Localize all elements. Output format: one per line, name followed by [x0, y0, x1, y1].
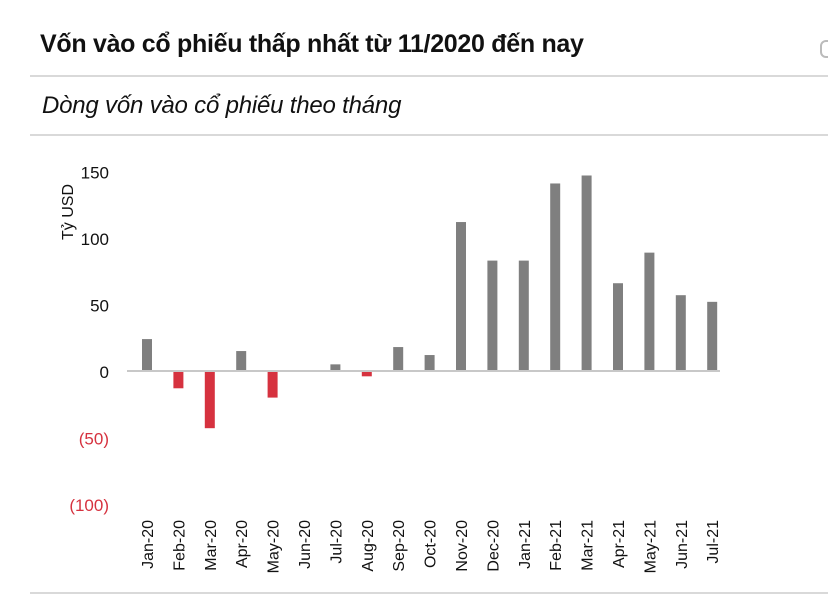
y-tick-label: (50) [79, 430, 109, 449]
y-axis-label: Tỷ USD [60, 184, 77, 240]
x-tick-label: Mar-21 [580, 520, 597, 571]
edge-control-icon [820, 40, 828, 58]
bar [550, 183, 561, 371]
x-tick-label: May-20 [266, 520, 283, 573]
bar [330, 364, 341, 371]
x-tick-label: Jul-21 [705, 520, 722, 564]
y-tick-label: 150 [81, 164, 109, 183]
bar-series [142, 175, 718, 429]
x-axis-ticks: Jan-20 Feb-20 Mar-20 Apr-20 May-20 Jun-20 Jul-… [140, 520, 722, 573]
bar [644, 252, 655, 371]
y-tick-label: 100 [81, 230, 109, 249]
bar [204, 371, 215, 429]
bar [393, 347, 404, 371]
x-tick-label: Jan-21 [517, 520, 534, 569]
bar [707, 301, 718, 371]
bar [361, 371, 372, 377]
title-divider [30, 75, 828, 77]
x-tick-label: Dec-20 [485, 520, 502, 572]
x-tick-label: Aug-20 [360, 520, 377, 572]
x-tick-label: Mar-20 [203, 520, 220, 571]
x-tick-label: Feb-21 [548, 520, 565, 571]
y-tick-label: 50 [90, 297, 109, 316]
bar [236, 351, 247, 371]
bottom-divider [30, 592, 828, 594]
x-tick-label: Nov-20 [454, 520, 471, 572]
chart-subtitle: Dòng vốn vào cổ phiếu theo tháng [42, 92, 402, 119]
x-tick-label: Jun-20 [297, 520, 314, 569]
bar [518, 260, 529, 371]
x-tick-label: Apr-21 [611, 520, 628, 568]
bar [424, 355, 435, 371]
subtitle-divider [30, 134, 828, 136]
y-tick-label: (100) [69, 496, 109, 515]
x-tick-label: Sep-20 [391, 520, 408, 572]
chart-title: Vốn vào cổ phiếu thấp nhất từ 11/2020 đế… [40, 30, 584, 58]
x-tick-label: Apr-20 [234, 520, 251, 568]
x-tick-label: Jan-20 [140, 520, 157, 569]
x-tick-label: Oct-20 [423, 520, 440, 568]
bar [267, 371, 278, 398]
y-tick-label: 0 [100, 363, 109, 382]
x-tick-label: Feb-20 [171, 520, 188, 571]
bar [675, 295, 686, 371]
bar [613, 283, 623, 371]
x-tick-label: Jun-21 [674, 520, 691, 569]
bar [487, 260, 498, 371]
bar [142, 339, 152, 371]
y-axis-ticks: 150 100 50 0 (50) (100) [69, 164, 109, 516]
bar [581, 175, 592, 371]
bar [173, 371, 184, 389]
bar [456, 222, 466, 371]
x-tick-label: Jul-20 [328, 520, 345, 564]
x-tick-label: May-21 [642, 520, 659, 573]
